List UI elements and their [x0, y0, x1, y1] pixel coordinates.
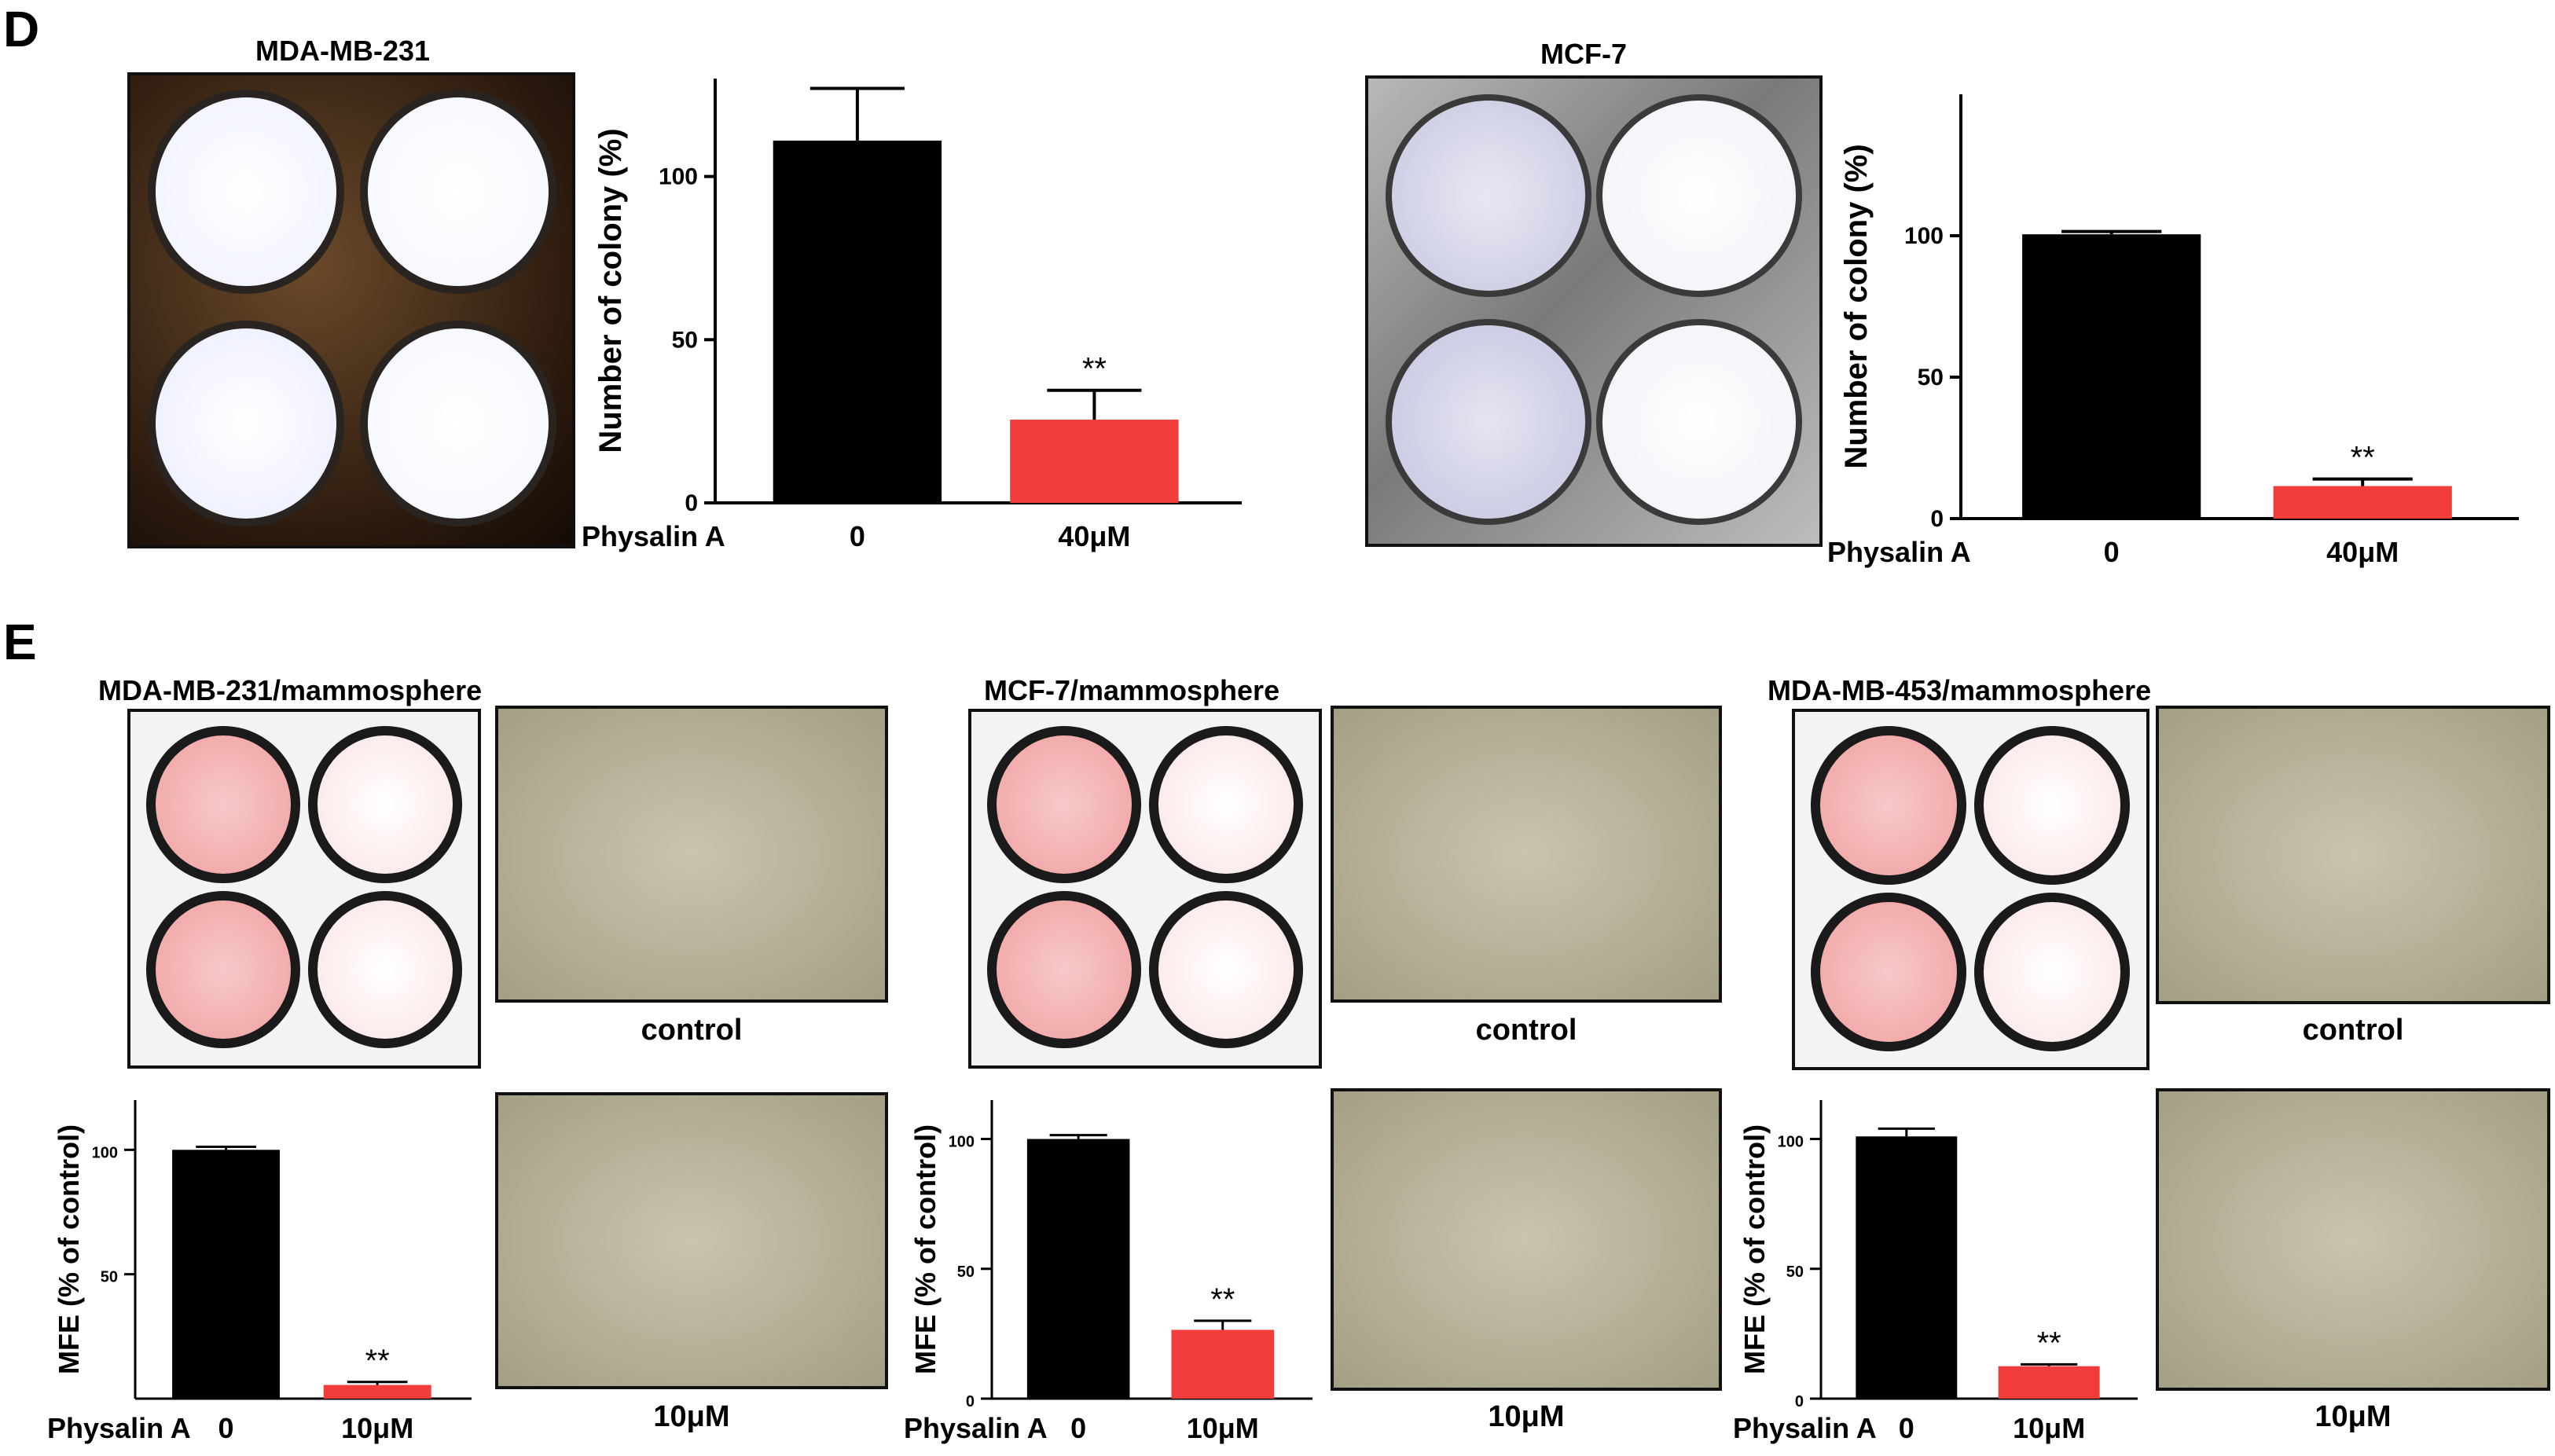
- plate-well: [1386, 94, 1591, 297]
- category-label: 10μM: [2013, 1412, 2085, 1444]
- caption-10um-mda-mb-453: 10μM: [2315, 1400, 2392, 1433]
- significance-marker: **: [365, 1344, 390, 1378]
- micrograph-control-mda-mb-453: [2156, 706, 2550, 1004]
- category-label: 0: [2104, 536, 2120, 568]
- caption-control-mda-mb-453: control: [2302, 1014, 2404, 1047]
- micrograph-control-mcf-7: [1331, 706, 1722, 1003]
- plate-well: [308, 891, 462, 1048]
- mammosphere-plate-mcf-7: [968, 709, 1322, 1069]
- plate-well: [987, 726, 1141, 883]
- panel-letter-d: D: [3, 1, 40, 57]
- category-label: 40μM: [1058, 520, 1130, 552]
- group-title-mda-mb-231-mammosphere: MDA-MB-231/mammosphere: [98, 674, 483, 706]
- category-label: 0: [1899, 1412, 1914, 1444]
- chart-e-mcf-7: 0 50 100 MFE (% of control) ** 0 10μM Physalin …: [904, 1100, 1312, 1444]
- y-axis-title: MFE (% of control): [53, 1124, 85, 1374]
- caption-10um-mda-mb-231: 10μM: [653, 1400, 730, 1433]
- y-axis-title: MFE (% of control): [1738, 1124, 1771, 1374]
- micrograph-10um-mcf-7: [1331, 1088, 1722, 1391]
- treatment-row-label: Physalin A: [904, 1412, 1048, 1444]
- significance-marker: **: [1210, 1282, 1235, 1317]
- plate-well: [146, 726, 300, 883]
- colony-plate-mda-mb-231: [127, 72, 575, 548]
- y-tick-label: 0: [1930, 506, 1944, 532]
- plate-well: [1974, 893, 2130, 1051]
- bar-control: [1026, 1139, 1130, 1399]
- plate-well: [1149, 891, 1303, 1048]
- y-tick-label: 100: [92, 1144, 118, 1161]
- y-axis-title: MFE (% of control): [909, 1124, 942, 1374]
- category-label: 0: [850, 520, 865, 552]
- bar-control: [172, 1150, 281, 1399]
- category-label: 10μM: [1187, 1412, 1259, 1444]
- y-axis-title: Number of colony (%): [593, 128, 628, 453]
- plate-well: [148, 90, 344, 294]
- category-label: 0: [218, 1412, 234, 1444]
- treatment-row-label: Physalin A: [582, 520, 725, 552]
- y-tick-label: 0: [966, 1393, 975, 1410]
- mammosphere-plate-mda-mb-231: [127, 709, 481, 1069]
- chart-d-mcf-7: 0 50 100 Number of colony (%) ** 0 40μM Physali…: [1827, 94, 2519, 568]
- y-axis-title: Number of colony (%): [1839, 144, 1874, 468]
- bar-treated: [1171, 1329, 1275, 1399]
- chart-d-mda-mb-231: 0 50 100 Number of colony (%) ** 0 40μM Physali…: [582, 79, 1242, 552]
- plate-well: [146, 891, 300, 1048]
- plate-well: [1149, 726, 1303, 883]
- treatment-row-label: Physalin A: [47, 1412, 191, 1444]
- plate-well: [148, 321, 344, 526]
- plate-well: [1596, 319, 1802, 525]
- bar-treated: [2273, 486, 2452, 519]
- group-title-mcf-7-mammosphere: MCF-7/mammosphere: [984, 674, 1280, 706]
- micrograph-10um-mda-mb-231: [495, 1092, 888, 1389]
- y-tick-label: 100: [659, 164, 698, 190]
- y-tick-label: 50: [672, 327, 698, 353]
- category-label: 0: [1070, 1412, 1086, 1444]
- significance-marker: **: [1082, 352, 1107, 387]
- bar-treated: [1010, 420, 1179, 503]
- plate-well: [1596, 94, 1802, 297]
- significance-marker: **: [2351, 441, 2375, 475]
- chart-e-mda-mb-453: 0 50 100 MFE (% of control) ** 0 10μM Physalin …: [1733, 1100, 2138, 1444]
- y-tick-label: 0: [1795, 1393, 1804, 1410]
- bar-treated: [1998, 1366, 2100, 1399]
- y-tick-label: 100: [1904, 223, 1944, 249]
- bar-control: [2022, 234, 2201, 519]
- plate-well: [1811, 726, 1966, 885]
- plate-well: [987, 891, 1141, 1048]
- plate-well: [1811, 893, 1966, 1051]
- treatment-row-label: Physalin A: [1827, 536, 1971, 568]
- y-tick-label: 50: [101, 1269, 118, 1286]
- bar-control: [1856, 1136, 1958, 1399]
- panel-letter-e: E: [3, 614, 37, 670]
- bar-control: [773, 140, 942, 503]
- micrograph-10um-mda-mb-453: [2156, 1088, 2550, 1391]
- significance-marker: **: [2037, 1326, 2061, 1360]
- y-tick-label: 0: [685, 490, 698, 516]
- plate-well: [1386, 319, 1591, 525]
- plate-well: [360, 321, 556, 526]
- y-tick-label: 50: [1918, 365, 1944, 391]
- y-tick-label: 50: [957, 1263, 975, 1281]
- y-tick-label: 50: [1786, 1263, 1804, 1281]
- colony-plate-mcf-7: [1365, 75, 1823, 547]
- group-title-mda-mb-453-mammosphere: MDA-MB-453/mammosphere: [1768, 674, 2152, 706]
- bar-treated: [323, 1384, 431, 1399]
- mammosphere-plate-mda-mb-453: [1792, 709, 2149, 1070]
- plate-title-mcf-7: MCF-7: [1540, 38, 1627, 70]
- caption-10um-mcf-7: 10μM: [1488, 1400, 1565, 1433]
- micrograph-control-mda-mb-231: [495, 706, 888, 1003]
- chart-e-mda-mb-231: 50 100 MFE (% of control) ** 0 10μM Physalin A: [47, 1100, 472, 1444]
- y-tick-label: 100: [949, 1134, 975, 1151]
- plate-well: [1974, 726, 2130, 885]
- category-label: 40μM: [2326, 536, 2399, 568]
- caption-control-mcf-7: control: [1475, 1014, 1577, 1047]
- treatment-row-label: Physalin A: [1733, 1412, 1877, 1444]
- plate-well: [308, 726, 462, 883]
- plate-well: [360, 90, 556, 294]
- caption-control-mda-mb-231: control: [641, 1014, 743, 1047]
- plate-title-mda-mb-231: MDA-MB-231: [255, 35, 431, 67]
- category-label: 10μM: [341, 1412, 413, 1444]
- y-tick-label: 100: [1778, 1134, 1804, 1151]
